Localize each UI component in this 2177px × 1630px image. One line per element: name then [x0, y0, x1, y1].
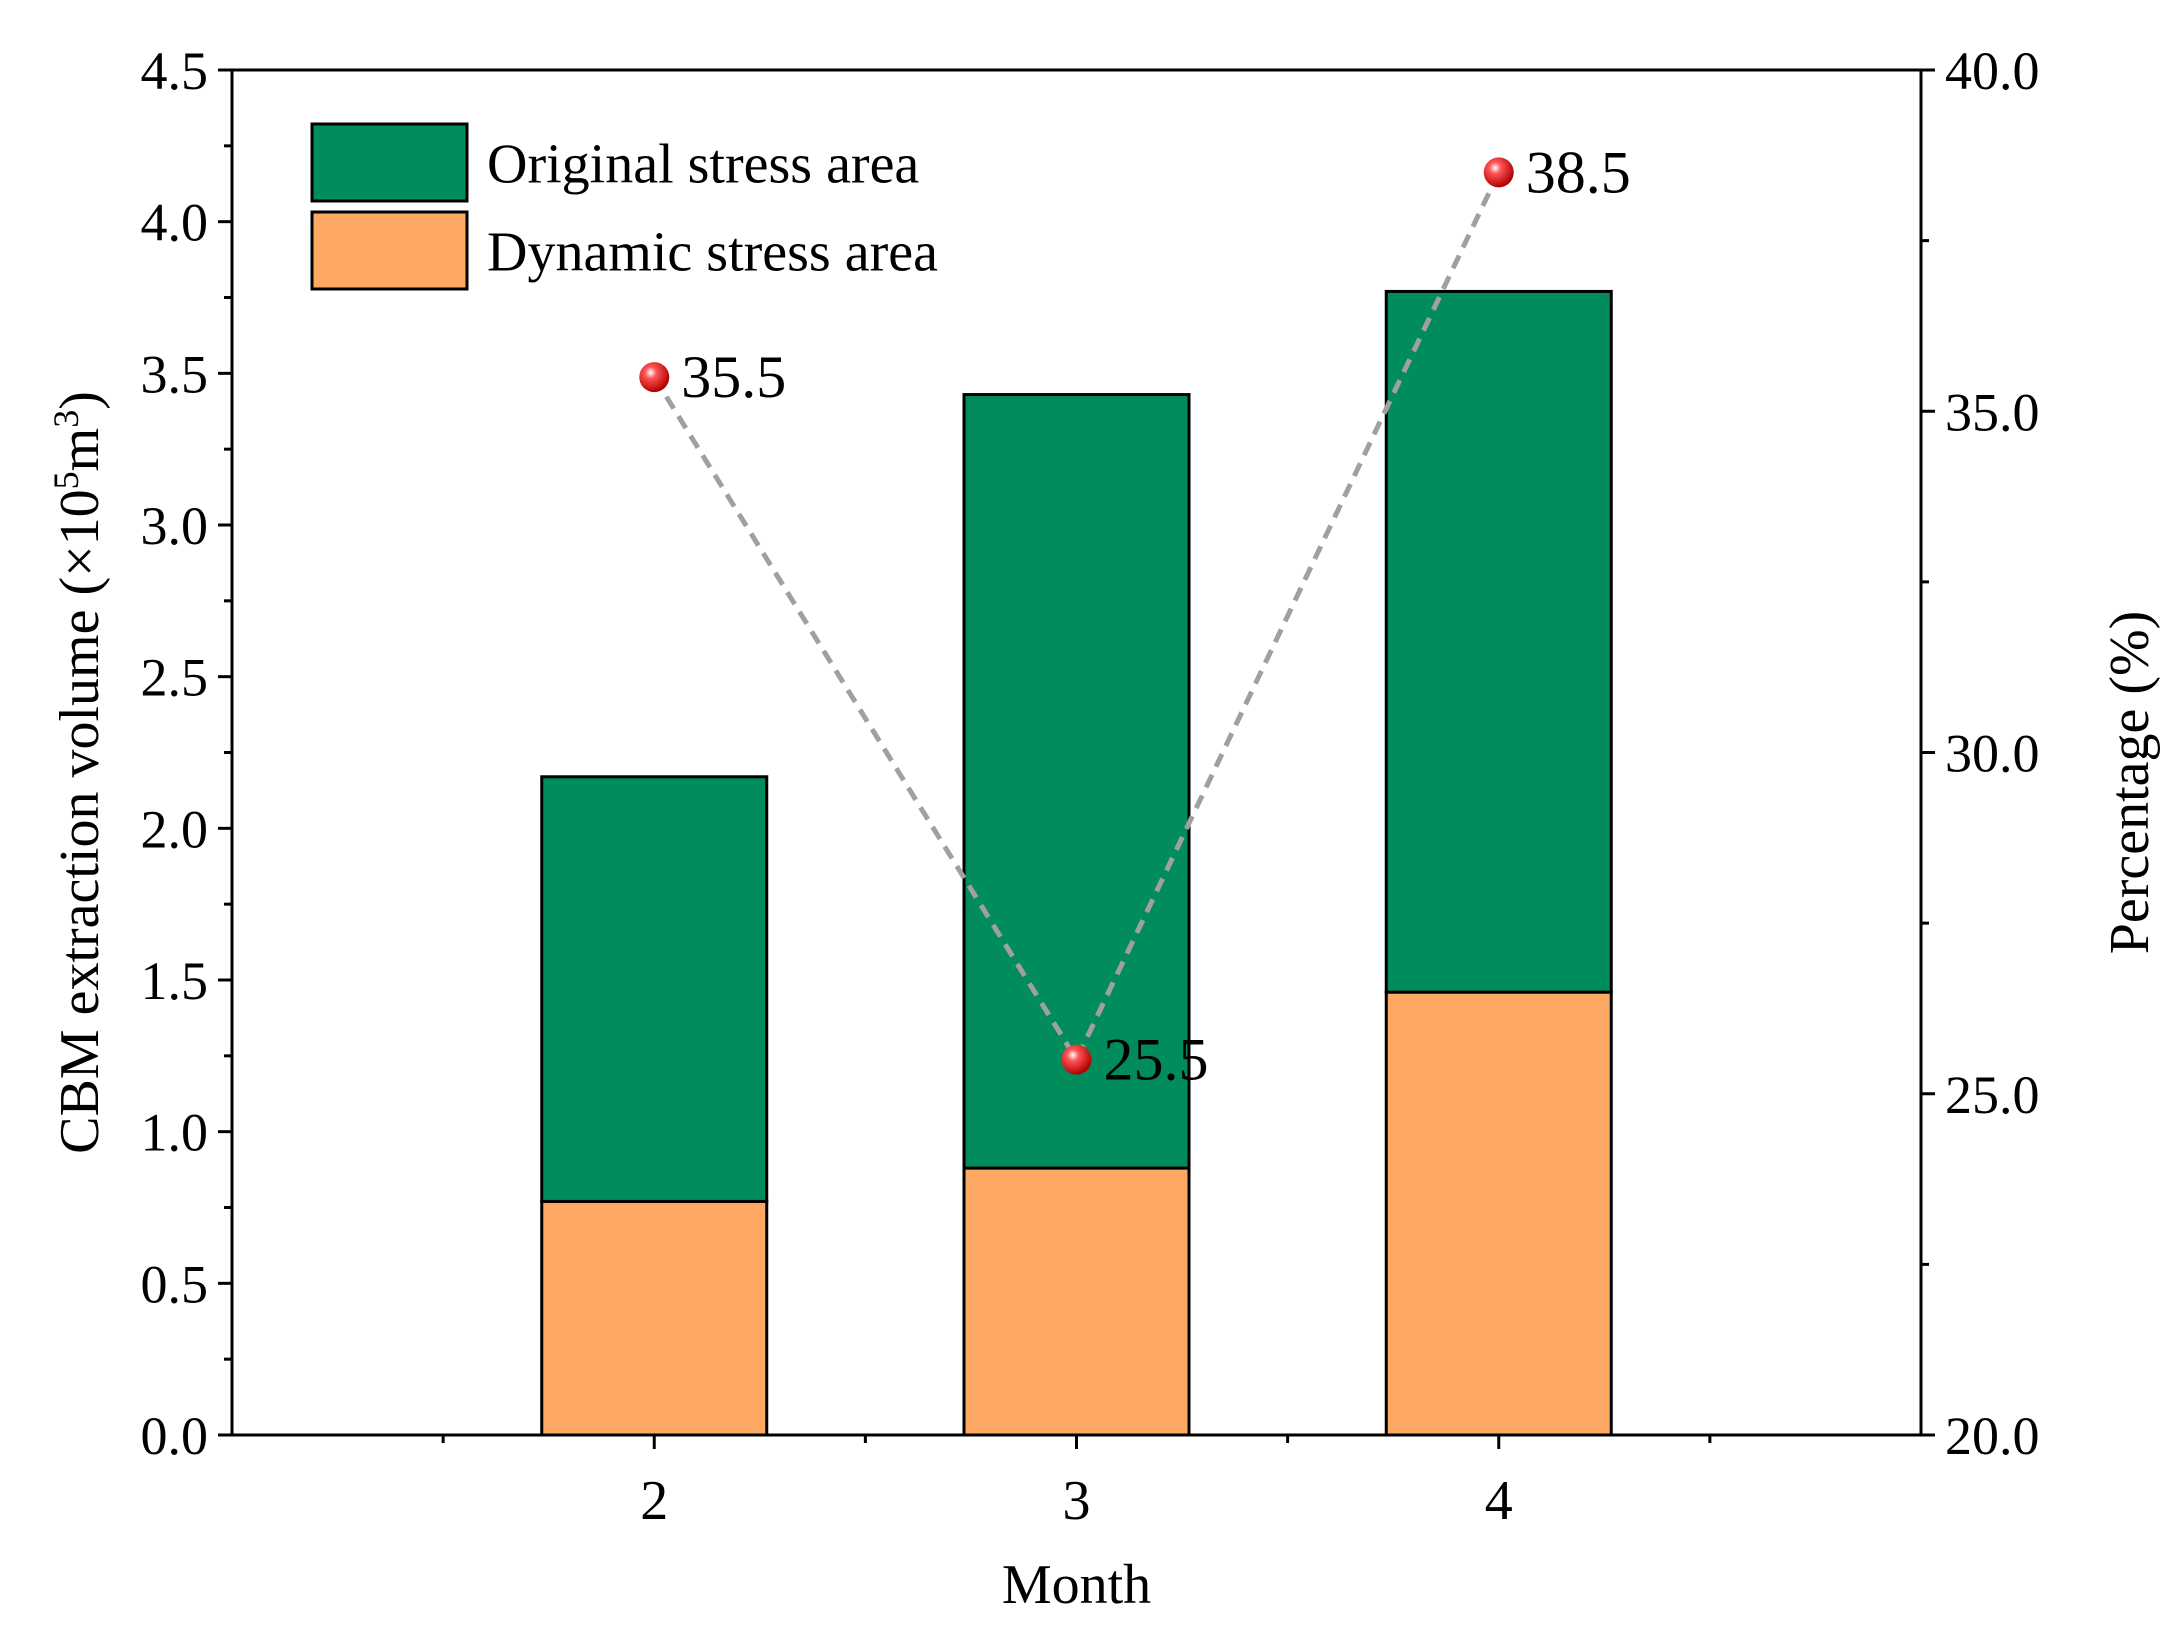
y2-tick-label: 40.0 [1945, 41, 2040, 101]
percentage-data-label-month-2: 35.5 [681, 344, 786, 410]
x-tick-label-month-4: 4 [1485, 1470, 1513, 1532]
percentage-data-label-month-4: 38.5 [1526, 139, 1631, 205]
axes-layer: 0.0 0.5 1.0 1.5 2.0 2.5 3.0 3.5 4.0 4.5 20.0 25.0 30… [141, 41, 2040, 1532]
bar-dynamic-month-3 [962, 1166, 1191, 1437]
percentage-marker-month-3 [1061, 1044, 1092, 1075]
y-tick-label: 0.0 [141, 1406, 209, 1466]
bar-original-month-3 [962, 393, 1191, 1170]
bar-dynamic-month-2 [540, 1199, 769, 1437]
legend-swatch-original [310, 122, 469, 203]
legend-swatch-dynamic [310, 210, 469, 291]
y-axis-label-mid: m [49, 428, 111, 472]
bar-dynamic-month-4 [1384, 990, 1613, 1437]
y-tick-label: 1.5 [141, 951, 209, 1011]
y-tick-label: 3.0 [141, 496, 209, 556]
y-axis-label-end: ) [49, 391, 111, 410]
y-axis-label-exp2: 3 [46, 410, 86, 428]
percentage-marker-month-2 [639, 362, 670, 393]
percentage-marker-month-4 [1483, 157, 1514, 188]
y2-tick-label: 20.0 [1945, 1406, 2040, 1466]
y2-axis-label: Percentage (%) [2099, 611, 2161, 955]
bars-layer [540, 289, 1613, 1437]
y-tick-label: 4.0 [141, 193, 209, 253]
y-tick-label: 2.0 [141, 799, 209, 859]
y2-tick-label: 30.0 [1945, 724, 2040, 784]
bar-original-month-2 [540, 775, 769, 1203]
y-tick-label: 4.5 [141, 41, 209, 101]
legend: Original stress area Dynamic stress area [310, 122, 938, 291]
y-axis-label: CBM extraction volume (×105m3) [46, 391, 111, 1154]
y-tick-label: 3.5 [141, 344, 209, 404]
y-axis-label-exp1: 5 [46, 471, 86, 489]
legend-label-dynamic: Dynamic stress area [487, 222, 938, 284]
percentage-data-label-month-3: 25.5 [1104, 1027, 1209, 1093]
y-axis-label-main: CBM extraction volume (×10 [49, 489, 111, 1154]
percentage-line [652, 171, 1502, 1065]
x-axis-label: Month [1002, 1554, 1151, 1616]
y-tick-label: 1.0 [141, 1103, 209, 1163]
legend-label-original: Original stress area [487, 134, 919, 196]
x-tick-label-month-3: 3 [1063, 1470, 1091, 1532]
y-tick-label: 0.5 [141, 1254, 209, 1314]
y2-tick-label: 35.0 [1945, 382, 2040, 442]
bar-original-month-4 [1384, 289, 1613, 994]
percentage-line-layer: 35.5 25.5 38.5 [639, 139, 1631, 1093]
x-tick-label-month-2: 2 [640, 1470, 668, 1532]
y2-tick-label: 25.0 [1945, 1065, 2040, 1125]
y-tick-label: 2.5 [141, 648, 209, 708]
